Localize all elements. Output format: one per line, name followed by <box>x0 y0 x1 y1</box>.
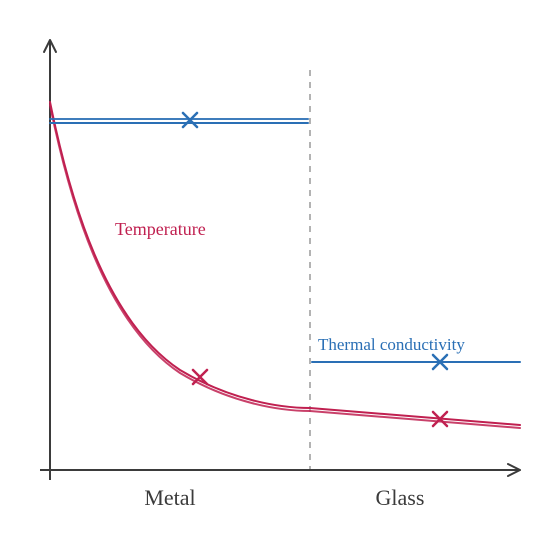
xlabel-glass: Glass <box>376 485 425 510</box>
temperature-label: Temperature <box>115 219 206 239</box>
thermal-chart: Temperature Thermal conductivity Metal Glas… <box>0 0 544 549</box>
thermal-conductivity-label: Thermal conductivity <box>318 335 465 354</box>
xlabel-metal: Metal <box>144 485 195 510</box>
